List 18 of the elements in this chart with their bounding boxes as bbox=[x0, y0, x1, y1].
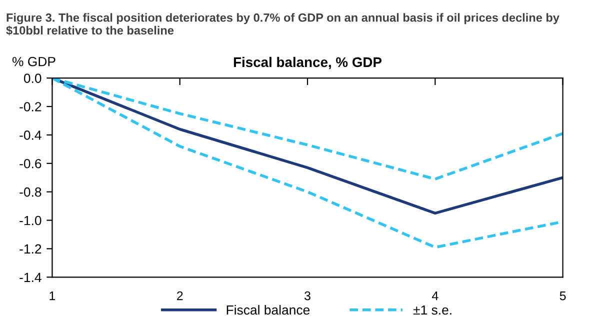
y-tick-label: -0.2 bbox=[20, 102, 42, 112]
x-tick-label: 1 bbox=[50, 292, 56, 300]
y-tick-label: -0.6 bbox=[20, 158, 42, 168]
y-axis-title: % GDP bbox=[12, 56, 56, 66]
x-tick-label: 3 bbox=[304, 291, 310, 300]
chart-title: Fiscal balance, % GDP bbox=[234, 56, 382, 70]
x-tick-label: 5 bbox=[560, 292, 566, 300]
y-tick-label: -0.4 bbox=[20, 130, 42, 140]
legend-label: Fiscal balance bbox=[226, 304, 310, 315]
x-tick-label: 2 bbox=[177, 291, 183, 300]
y-tick-label: -1.2 bbox=[20, 244, 42, 254]
chart-subtitle: Figure 3. The fiscal position deteriorates by 0.7% of GDP on an annual basis if oil prices decline by $10bbl relative to the baseline bbox=[6, 13, 560, 36]
x-tick-label: 4 bbox=[432, 292, 438, 300]
y-tick-label: 0.0 bbox=[24, 74, 42, 83]
legend-label: ±1 s.e. bbox=[413, 305, 452, 315]
y-tick-label: -1.4 bbox=[20, 272, 42, 282]
y-tick-label: -0.8 bbox=[20, 187, 42, 197]
y-tick-label: -1.0 bbox=[20, 216, 42, 226]
